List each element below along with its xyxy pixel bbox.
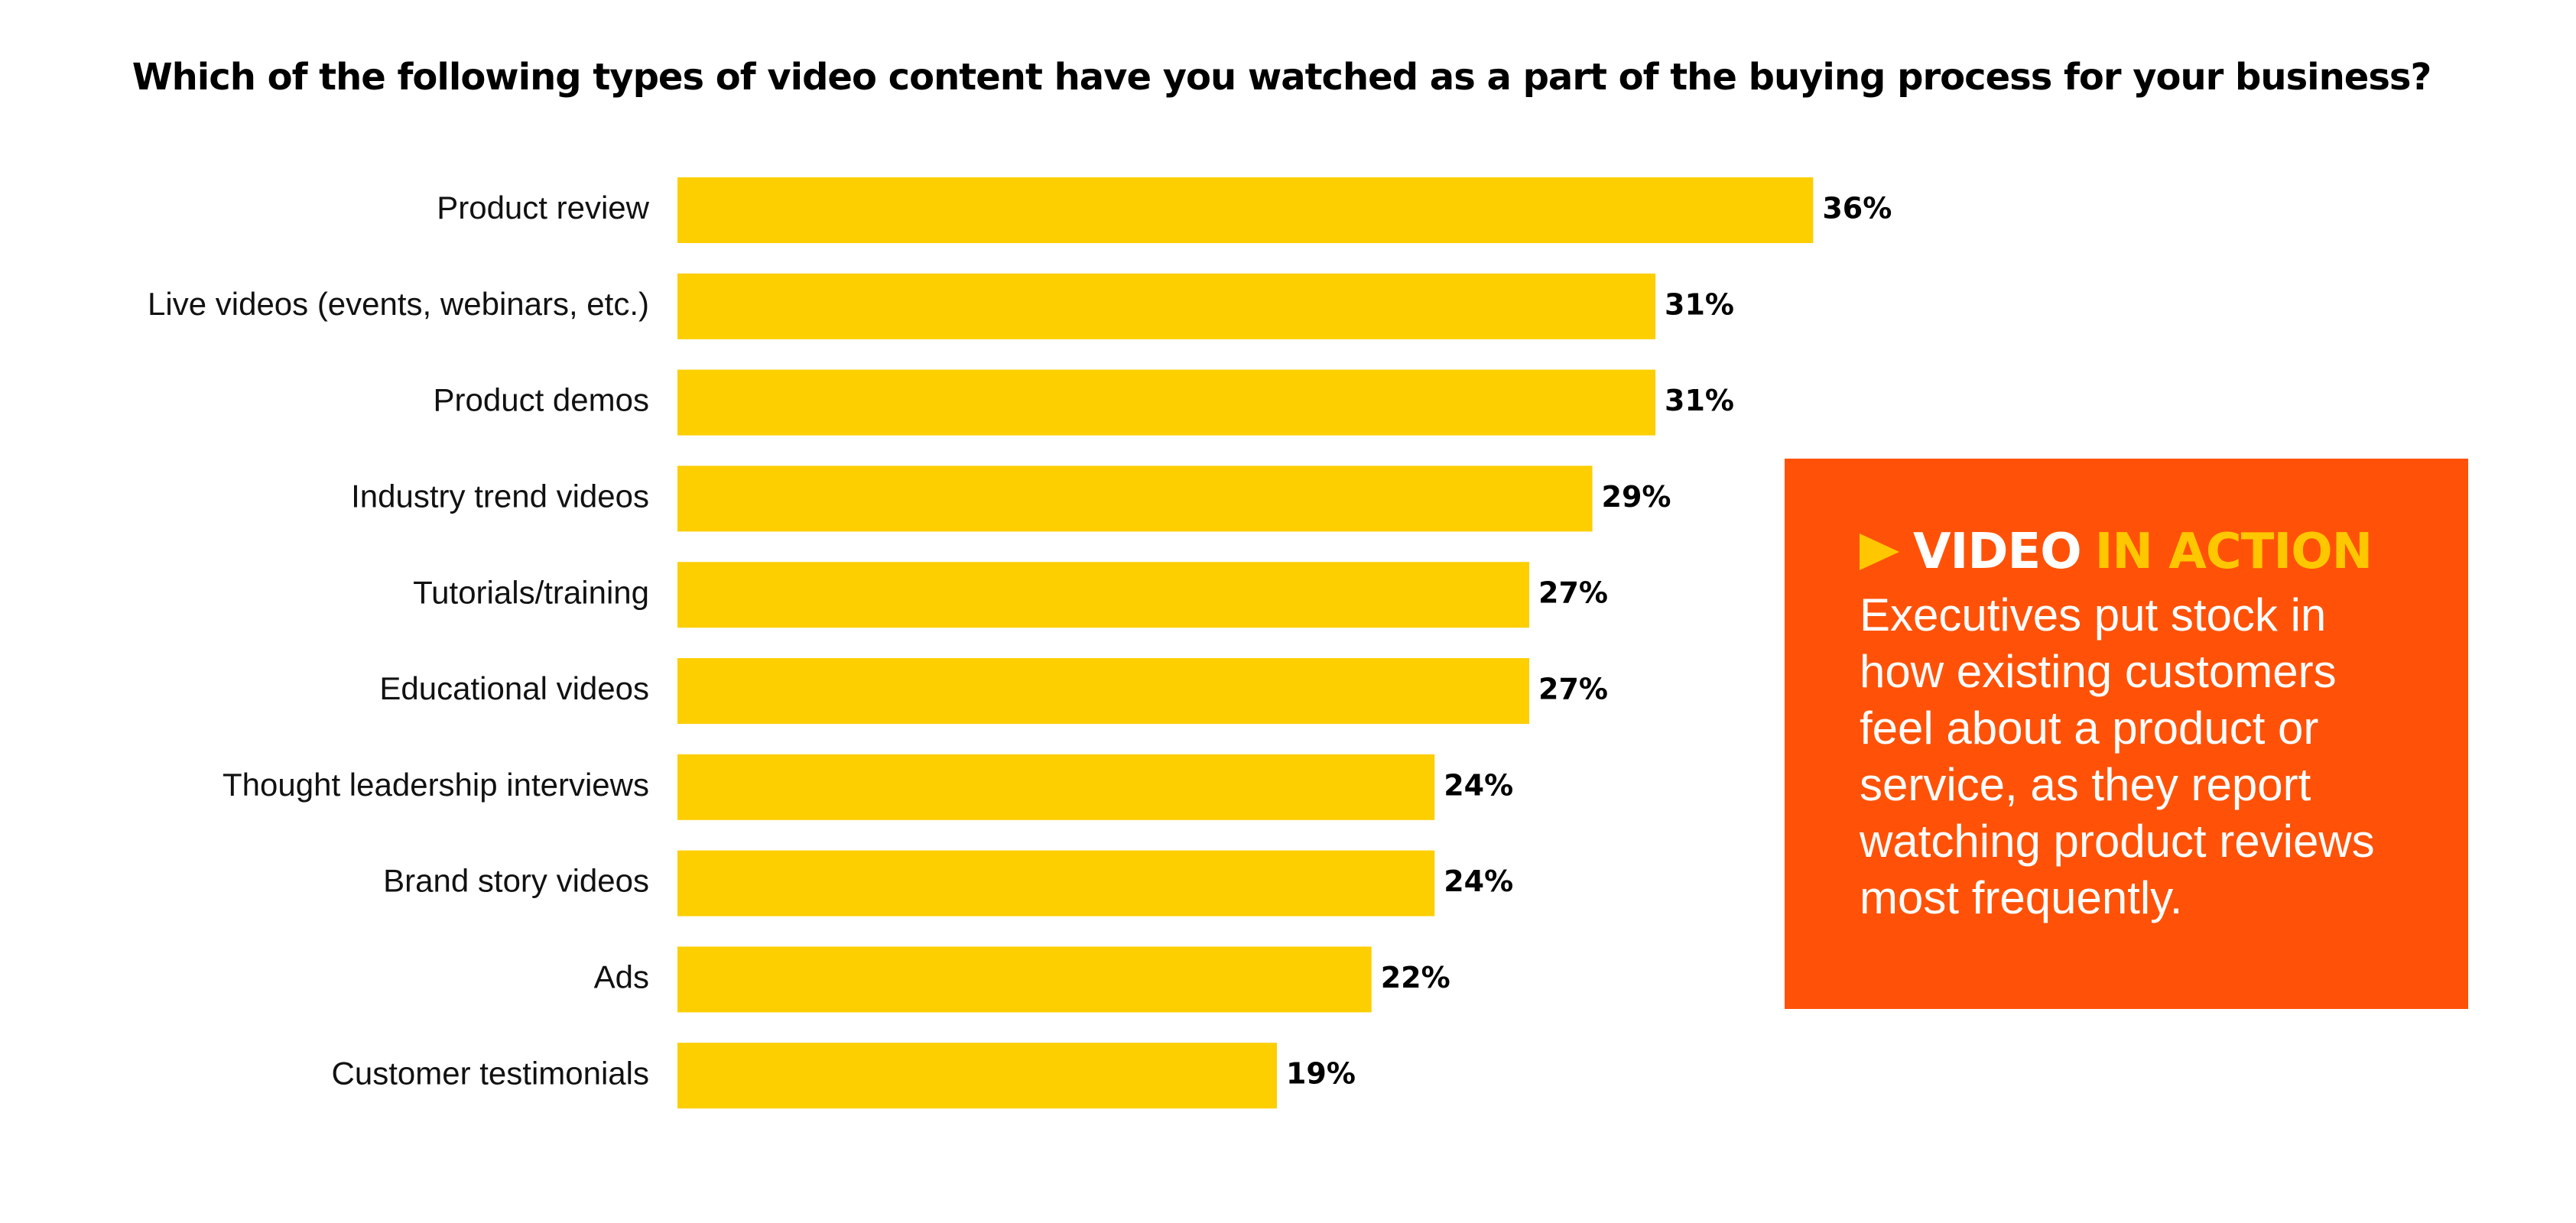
category-label: Ads <box>594 959 649 994</box>
value-label: 22% <box>1381 961 1450 994</box>
value-label: 36% <box>1822 192 1892 225</box>
bar <box>677 466 1593 532</box>
value-label: 27% <box>1538 576 1608 610</box>
bar <box>677 946 1372 1013</box>
bar <box>677 273 1656 339</box>
bar <box>677 850 1435 916</box>
bar <box>677 177 1814 243</box>
category-label: Product demos <box>434 382 649 418</box>
category-label: Tutorials/training <box>413 574 649 610</box>
callout-label: VIDEO <box>1913 524 2082 580</box>
callout-text: Executives put stock in how existing cus… <box>1860 589 2375 923</box>
value-label: 31% <box>1665 384 1734 417</box>
chart-title: Which of the following types of video co… <box>132 56 2431 99</box>
category-label: Brand story videos <box>383 863 649 899</box>
bar <box>677 1043 1277 1109</box>
category-label: Industry trend videos <box>351 478 649 514</box>
value-label: 31% <box>1665 287 1734 321</box>
category-label: Customer testimonials <box>332 1055 649 1091</box>
bar <box>677 658 1530 724</box>
category-label: Educational videos <box>379 670 649 706</box>
value-label: 24% <box>1444 865 1513 898</box>
value-label: 29% <box>1602 480 1671 514</box>
value-label: 24% <box>1444 768 1513 802</box>
play-icon <box>1860 534 1899 570</box>
category-label: Thought leadership interviews <box>223 767 649 803</box>
category-label: Live videos (events, webinars, etc.) <box>148 286 649 322</box>
value-label: 19% <box>1286 1057 1356 1091</box>
value-label: 27% <box>1538 673 1608 706</box>
bar <box>677 754 1435 820</box>
category-label: Product review <box>437 190 649 225</box>
callout-heading: VIDEO IN ACTION <box>1860 527 2415 576</box>
bar <box>677 562 1530 628</box>
bar <box>677 369 1656 436</box>
callout-highlight: IN ACTION <box>2094 524 2373 580</box>
callout-box: VIDEO IN ACTION Executives put stock in … <box>1785 459 2468 1009</box>
